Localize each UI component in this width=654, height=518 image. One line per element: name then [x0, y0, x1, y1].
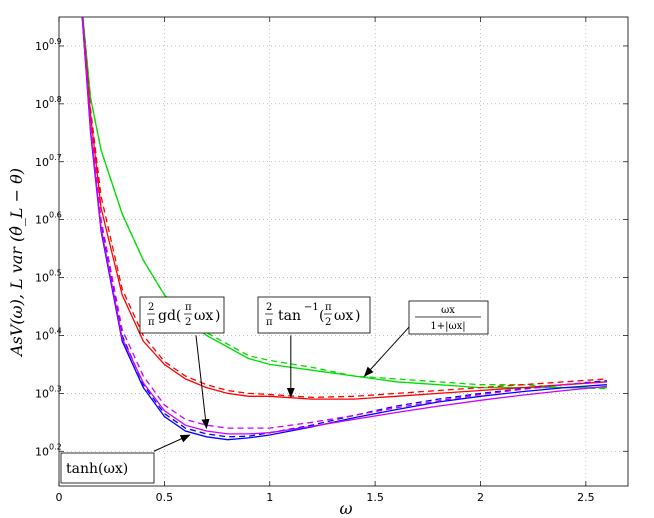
x-tick-label: 2.5 — [577, 491, 595, 504]
x-tick-label: 1.5 — [366, 491, 384, 504]
x-axis-label: ω — [339, 499, 352, 518]
annotation-arrow-gd — [195, 335, 210, 430]
ticks — [58, 17, 628, 486]
atan-two-den: 2 — [325, 317, 331, 328]
y-tick-label: 100.9 — [35, 37, 62, 53]
y-tick-label: 100.8 — [35, 95, 62, 111]
x-tick-labels: 0 0.5 1 1.5 2 2.5 — [56, 491, 595, 504]
annotation-arrow-tanh — [153, 434, 191, 452]
y-tick-label: 100.2 — [35, 442, 62, 458]
series-line-6 — [81, 17, 607, 435]
annotation-ratio: ωx 1+|ωx| — [408, 300, 489, 335]
y-tick-label: 100.4 — [35, 326, 62, 342]
y-axis-label: AsV(ω), L var (θ̂_L − θ) — [7, 168, 26, 358]
atan-pi: π — [266, 317, 273, 328]
y-tick-label: 100.7 — [35, 153, 62, 169]
annotation-arrows — [153, 317, 418, 452]
x-tick-label: 0.5 — [156, 491, 174, 504]
series-layer — [81, 17, 607, 441]
atan-two: 2 — [266, 302, 272, 313]
x-tick-label: 2 — [477, 491, 484, 504]
gd-omega-x: ωx — [194, 308, 213, 324]
atan-pi-inner: π — [325, 302, 332, 313]
y-tick-label: 100.3 — [35, 384, 62, 400]
annotation-gd: 2 π gd( π 2 ωx ) — [139, 296, 225, 334]
series-line-2 — [81, 17, 607, 400]
atan-neg-one: −1 — [304, 302, 319, 313]
series-line-7 — [81, 17, 607, 429]
gd-two-den: 2 — [185, 317, 191, 328]
plot-frame — [58, 16, 629, 487]
annotation-tanh: tanh(ωx) — [60, 452, 155, 484]
atan-omega-x: ωx — [334, 308, 353, 324]
series-line-5 — [81, 17, 607, 438]
y-tick-labels: 100.2 100.3 100.4 100.5 100.6 100.7 100.8 100.9 — [35, 37, 62, 458]
annotation-arrow-ratio — [363, 317, 418, 377]
y-tick-label: 100.5 — [35, 269, 62, 285]
grid — [59, 17, 628, 486]
series-line-3 — [81, 17, 607, 399]
atan-func: tan — [278, 308, 301, 324]
ratio-numerator: ωx — [441, 305, 455, 316]
tanh-label: tanh(ωx) — [66, 461, 128, 477]
svg-text:(: ( — [319, 308, 324, 324]
series-line-4 — [81, 17, 607, 441]
gd-two-inner: π — [185, 302, 192, 313]
ratio-denominator: 1+|ωx| — [430, 321, 465, 332]
atan-close: ) — [355, 308, 360, 324]
gd-pi: π — [148, 317, 155, 328]
gd-close: ) — [215, 308, 220, 324]
gd-two: 2 — [148, 302, 154, 313]
series-line-1 — [82, 17, 607, 390]
gd-func: gd( — [158, 308, 181, 324]
annotation-atan: 2 π tan −1 ( π 2 ωx ) — [257, 296, 371, 334]
x-tick-label: 0 — [56, 491, 63, 504]
x-tick-label: 1 — [266, 491, 273, 504]
y-tick-label: 100.6 — [35, 211, 62, 227]
